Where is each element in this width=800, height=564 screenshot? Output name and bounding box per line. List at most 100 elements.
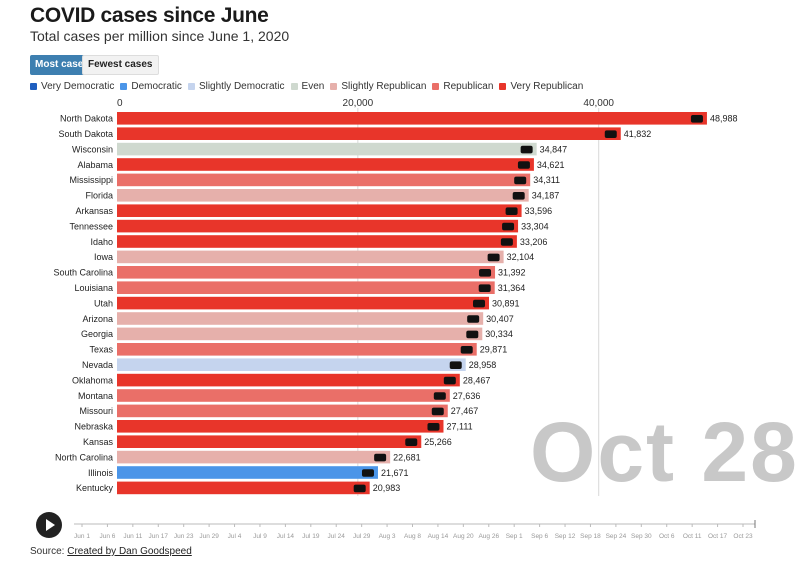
value-label: 30,891 [492,298,520,308]
legend: Very Democratic Democratic Slightly Democr… [30,80,589,92]
timeline-tick-label: Aug 3 [379,533,396,540]
state-shape-icon [604,130,617,138]
state-shape-icon [361,469,374,477]
state-shape-icon [520,145,533,154]
state-shape-icon [466,330,479,339]
bar-chart: 0 20,000 40,000 North Dakota 48,988 South Dak… [53,98,737,496]
timeline-tick-label: Oct 23 [733,533,753,540]
timeline-tick-label: Oct 17 [708,533,728,540]
fewest-cases-button[interactable]: Fewest cases [82,55,159,75]
legend-item: Very Republican [499,81,583,92]
value-label: 41,832 [624,129,652,139]
bar [117,204,522,217]
state-shape-icon [431,407,444,416]
state-shape-icon [427,423,440,431]
state-shape-icon [479,269,492,277]
state-shape-icon [478,284,491,292]
category-label: Utah [94,298,113,308]
bar [117,127,621,140]
most-cases-button[interactable]: Most cases [30,55,94,75]
category-label: South Carolina [53,268,113,278]
bar [117,158,534,171]
value-label: 27,111 [446,422,472,432]
bar [117,142,537,156]
bar [117,450,391,464]
value-label: 22,681 [393,452,421,462]
category-label: Louisiana [74,283,113,293]
category-label: Oklahoma [72,375,113,385]
timeline-tick-label: Jul 4 [228,533,242,540]
category-label: Alabama [77,160,113,170]
chart-title: COVID cases since June [30,4,269,27]
timeline-tick-label: Jun 11 [123,533,142,540]
value-label: 21,671 [381,468,409,478]
legend-label: Democratic [131,80,182,92]
value-label: 28,467 [463,375,491,385]
state-shape-icon [487,253,500,262]
timeline-tick-label: Jul 14 [277,533,295,540]
category-label: Kentucky [76,483,114,493]
legend-label: Very Republican [510,80,584,92]
state-shape-icon [460,346,473,354]
source-line: Source: Created by Dan Goodspeed [30,546,192,557]
value-label: 31,392 [498,268,526,278]
bar [117,296,490,310]
value-label: 33,206 [520,237,548,247]
play-icon[interactable] [46,519,55,531]
legend-swatch [499,82,507,90]
category-label: Illinois [88,468,114,478]
category-label: Idaho [90,237,113,247]
value-label: 34,311 [533,175,560,185]
legend-swatch [432,82,440,90]
state-shape-icon [443,376,456,385]
value-label: 31,364 [498,283,526,293]
state-shape-icon [514,176,527,185]
timeline-tick-label: Jun 1 [74,533,90,540]
bar [117,235,517,248]
timeline-slider[interactable]: Jun 1 Jun 6 Jun 11 Jun 17 Jun 23 Jun 29 Jul 4 J… [0,520,800,544]
value-label: 30,334 [485,329,513,339]
state-shape-icon [405,438,418,446]
timeline-tick-label: Aug 8 [404,533,421,540]
timeline-tick-label: Sep 1 [506,533,523,540]
bar [117,358,466,371]
bar [117,250,504,264]
timeline-tick-label: Sep 12 [555,533,576,540]
source-link[interactable]: Created by Dan Goodspeed [67,546,192,557]
x-tick-label: 40,000 [583,98,614,109]
category-label: Arkansas [75,206,113,216]
state-shape-icon [353,484,366,493]
category-label: Texas [89,345,113,355]
bar [117,404,448,418]
timeline-tick-label: Oct 11 [683,533,702,540]
value-label: 27,467 [451,406,479,416]
legend-swatch [120,82,128,90]
chart-subtitle: Total cases per million since June 1, 20… [30,28,290,44]
legend-item: Democratic [120,81,182,92]
legend-swatch [330,82,338,90]
bar [117,189,529,202]
bar [117,281,495,294]
category-label: Arizona [82,314,113,324]
legend-label: Even [301,80,325,92]
current-date-label: Oct 28 [530,405,799,499]
category-label: Iowa [94,252,113,262]
value-label: 29,871 [480,345,508,355]
state-shape-icon [512,192,525,200]
state-shape-icon [433,392,446,400]
category-label: North Carolina [55,452,113,462]
category-label: Kansas [83,437,114,447]
state-shape-icon [473,299,486,308]
legend-item: Even [290,80,325,92]
timeline-tick-label: Jul 24 [328,533,346,540]
timeline-tick-label: Sep 18 [580,533,601,540]
bar [117,435,422,448]
timeline-tick-label: Oct 6 [659,533,675,540]
timeline-tick-label: Sep 30 [631,533,652,540]
state-shape-icon [517,161,530,169]
bar [117,219,519,233]
bar [117,420,444,433]
value-label: 32,104 [507,252,535,262]
bar [117,173,531,187]
bar [117,466,378,479]
